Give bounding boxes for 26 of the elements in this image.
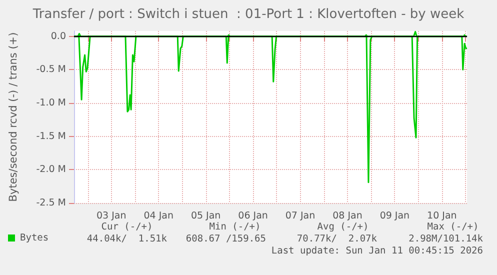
x-tick-label: 10 Jan	[427, 210, 457, 222]
chart-title: Transfer / port : Switch i stuen : 01-Port 1 : Klovertoften - by week	[32, 7, 465, 22]
x-tick-label: 06 Jan	[238, 210, 268, 222]
y-tick-label: 0.0	[50, 30, 66, 42]
x-tick-label: 04 Jan	[144, 210, 174, 222]
y-tick-label: -2.0 M	[36, 164, 66, 176]
text: 2.98M/101.14k	[408, 234, 484, 244]
y-tick-label: -1.5 M	[36, 130, 66, 142]
text: 44.04k/ 1.51k	[86, 234, 168, 244]
x-tick-label: 05 Jan	[190, 210, 221, 222]
text: Max (-/+)	[427, 222, 479, 232]
x-tick-label: 07 Jan	[285, 210, 316, 222]
text: Avg (-/+)	[317, 222, 369, 232]
text: Cur (-/+)	[101, 222, 153, 232]
y-tick-label: -0.5 M	[36, 64, 66, 76]
x-tick-label: 09 Jan	[380, 210, 410, 222]
x-tick-label: 03 Jan	[96, 210, 126, 222]
text: Last update: Sun Jan 11 00:45:15 2026	[271, 246, 484, 256]
y-axis-title: Bytes/second rcvd (-) / trans (+)	[8, 32, 20, 202]
legend-label: Bytes	[20, 232, 49, 244]
text: 608.67 /159.65	[186, 234, 266, 244]
text: 70.77k/ 2.07k	[296, 234, 378, 244]
y-tick-label: -2.5 M	[36, 198, 66, 208]
y-tick-label: -1.0 M	[36, 98, 66, 108]
x-tick-label: 08 Jan	[332, 210, 362, 222]
text: Min (-/+)	[209, 222, 261, 232]
